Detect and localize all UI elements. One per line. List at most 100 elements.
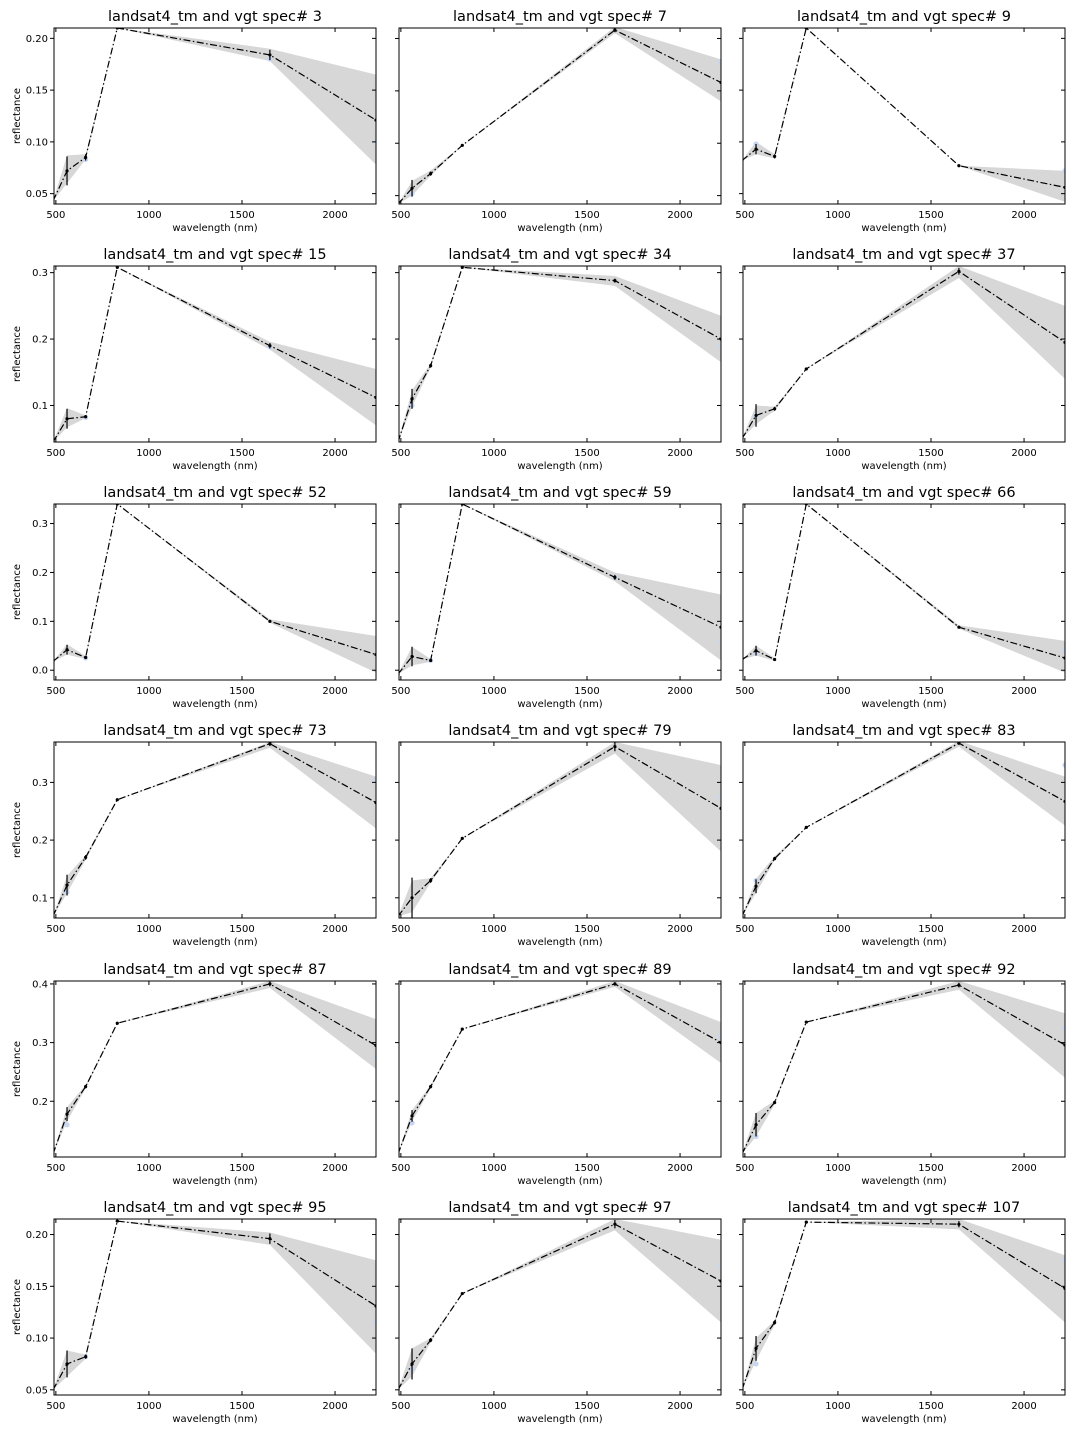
x-tick-label: 500 bbox=[735, 686, 754, 697]
subplot-title: landsat4_tm and vgt spec# 34 bbox=[448, 247, 671, 263]
observation-point bbox=[753, 1361, 759, 1367]
observation-point bbox=[1062, 1257, 1065, 1264]
data-point bbox=[410, 1114, 414, 1118]
observation-point bbox=[718, 58, 721, 65]
modelled-spectrum-line bbox=[54, 266, 376, 442]
data-point bbox=[957, 269, 961, 273]
subplot-7: 500 1000 1500 2000 0.0 0.1 0.2 0.3 landsat4_tm a… bbox=[12, 485, 377, 710]
subplot-title: landsat4_tm and vgt spec# 66 bbox=[792, 485, 1015, 501]
x-tick-label: 2000 bbox=[322, 1401, 347, 1412]
y-tick-label: 0.15 bbox=[26, 86, 48, 97]
data-point bbox=[268, 742, 272, 746]
data-point bbox=[429, 658, 433, 663]
axes-frame bbox=[53, 741, 377, 919]
observation-point bbox=[718, 638, 721, 644]
data-point bbox=[268, 619, 272, 623]
uncertainty-band bbox=[743, 504, 1065, 673]
data-point bbox=[429, 364, 433, 368]
y-tick-label: 0.1 bbox=[32, 893, 48, 904]
observation-point bbox=[373, 776, 376, 783]
plot-area bbox=[54, 1219, 376, 1392]
modelled-spectrum-line bbox=[54, 504, 376, 662]
axes-frame bbox=[398, 265, 722, 443]
observation-point bbox=[1062, 168, 1065, 174]
observation-point bbox=[1062, 1025, 1065, 1031]
data-point bbox=[65, 648, 69, 652]
data-point bbox=[268, 1237, 272, 1241]
subplot-title: landsat4_tm and vgt spec# 7 bbox=[453, 9, 667, 25]
x-tick-label: 1000 bbox=[825, 210, 850, 221]
data-point bbox=[65, 1112, 69, 1116]
data-point bbox=[268, 344, 272, 348]
x-tick-label: 500 bbox=[46, 1163, 65, 1174]
modelled-spectrum-line bbox=[399, 1223, 721, 1390]
data-point bbox=[613, 28, 617, 32]
uncertainty-band bbox=[399, 267, 721, 440]
modelled-spectrum-line bbox=[399, 29, 721, 204]
y-tick-label: 0.2 bbox=[32, 568, 48, 579]
subplot-title: landsat4_tm and vgt spec# 52 bbox=[103, 485, 326, 501]
data-point bbox=[773, 1320, 777, 1325]
x-tick-label: 2000 bbox=[667, 686, 692, 697]
axes-frame bbox=[53, 503, 377, 681]
x-tick-label: 1000 bbox=[825, 1163, 850, 1174]
x-axis-label: wavelength (nm) bbox=[517, 223, 602, 234]
plot-area bbox=[399, 504, 721, 676]
plot-area bbox=[54, 266, 376, 442]
modelled-spectrum-line bbox=[54, 1220, 376, 1390]
subplot-title: landsat4_tm and vgt spec# 107 bbox=[788, 1200, 1020, 1216]
x-tick-label: 2000 bbox=[322, 448, 347, 459]
data-point bbox=[773, 407, 777, 411]
x-tick-label: 2000 bbox=[667, 448, 692, 459]
y-tick-label: 0.20 bbox=[26, 34, 48, 45]
axes-frame bbox=[742, 980, 1066, 1158]
plot-area bbox=[743, 28, 1065, 202]
x-tick-label: 1000 bbox=[481, 1163, 506, 1174]
data-point bbox=[804, 367, 808, 371]
uncertainty-band bbox=[54, 981, 376, 1152]
subplot-title: landsat4_tm and vgt spec# 15 bbox=[103, 247, 326, 263]
x-axis-label: wavelength (nm) bbox=[517, 937, 602, 948]
data-point bbox=[84, 1355, 88, 1359]
plot-area bbox=[743, 1219, 1065, 1392]
x-tick-label: 500 bbox=[735, 210, 754, 221]
y-tick-label: 0.3 bbox=[32, 1038, 48, 1049]
data-point bbox=[754, 147, 758, 151]
subplot-title: landsat4_tm and vgt spec# 9 bbox=[797, 9, 1011, 25]
plot-area bbox=[399, 742, 721, 918]
x-tick-label: 1000 bbox=[481, 448, 506, 459]
x-axis-label: wavelength (nm) bbox=[517, 461, 602, 472]
x-axis-label: wavelength (nm) bbox=[172, 223, 257, 234]
axes-frame bbox=[398, 503, 722, 681]
x-tick-label: 500 bbox=[46, 924, 65, 935]
data-point bbox=[429, 1085, 433, 1089]
observation-point bbox=[373, 1054, 376, 1060]
x-tick-label: 2000 bbox=[1011, 686, 1036, 697]
x-tick-label: 2000 bbox=[667, 924, 692, 935]
data-point bbox=[613, 982, 617, 986]
x-tick-label: 1500 bbox=[918, 210, 943, 221]
data-point bbox=[268, 53, 272, 57]
y-axis-label: reflectance bbox=[12, 326, 23, 382]
subplot-4: 500 1000 1500 2000 0.1 0.2 0.3 landsat4_tm and … bbox=[12, 247, 377, 472]
axes-frame bbox=[742, 27, 1066, 205]
data-point bbox=[613, 575, 617, 579]
plot-area bbox=[54, 504, 376, 673]
x-tick-label: 500 bbox=[735, 924, 754, 935]
x-tick-label: 500 bbox=[391, 686, 410, 697]
x-tick-label: 2000 bbox=[1011, 448, 1036, 459]
x-tick-label: 1000 bbox=[825, 1401, 850, 1412]
subplot-1: 500 1000 1500 2000 0.05 0.10 0.15 0.20 landsat4_… bbox=[12, 9, 377, 234]
uncertainty-band bbox=[743, 266, 1065, 438]
data-point bbox=[754, 1346, 758, 1351]
x-tick-label: 2000 bbox=[1011, 1401, 1036, 1412]
observation-point bbox=[64, 1122, 70, 1128]
x-tick-label: 2000 bbox=[667, 1163, 692, 1174]
data-point bbox=[65, 417, 69, 421]
x-tick-label: 1500 bbox=[229, 1401, 254, 1412]
data-point bbox=[115, 266, 119, 269]
x-tick-label: 1000 bbox=[136, 210, 161, 221]
x-tick-label: 500 bbox=[46, 1401, 65, 1412]
axes-frame bbox=[53, 980, 377, 1158]
x-tick-label: 2000 bbox=[322, 924, 347, 935]
